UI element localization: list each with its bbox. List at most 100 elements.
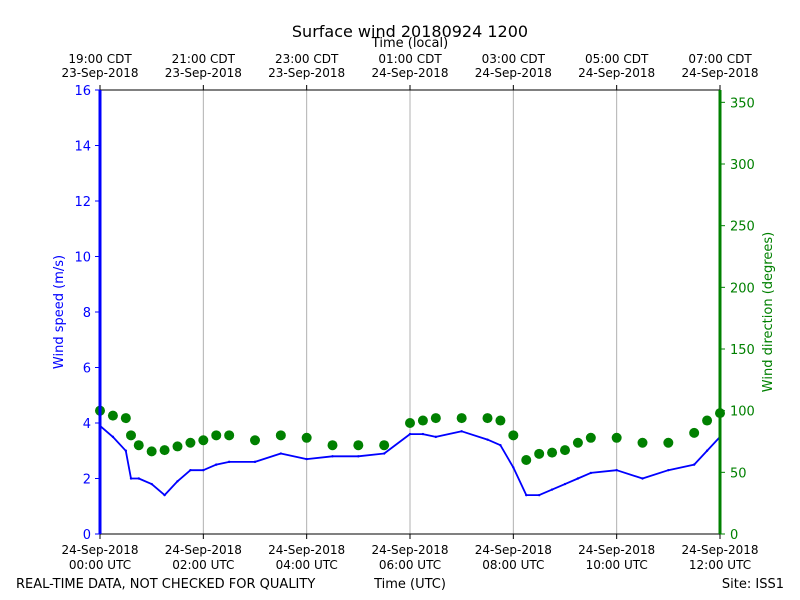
left-axis-label: Wind speed (m/s) (52, 255, 67, 369)
wind-speed-point (499, 444, 502, 447)
top-tick-date: 24-Sep-2018 (371, 66, 448, 80)
x-tick-time: 10:00 UTC (586, 558, 648, 572)
wind-direction-point (120, 413, 131, 424)
x-tick-time: 04:00 UTC (276, 558, 338, 572)
wind-direction-point (430, 413, 441, 424)
x-tick-time: 12:00 UTC (689, 558, 751, 572)
wind-direction-point (482, 413, 493, 424)
wind-direction-point (198, 435, 209, 446)
wind-direction-point (585, 432, 596, 443)
x-tick-time: 06:00 UTC (379, 558, 441, 572)
wind-speed-point (460, 430, 463, 433)
wind-speed-point (357, 455, 360, 458)
wind-speed-point (615, 468, 618, 472)
x-tick-time: 00:00 UTC (69, 558, 131, 572)
x-tick-date: 24-Sep-2018 (371, 543, 448, 557)
top-tick-date: 24-Sep-2018 (475, 66, 552, 80)
left-tick-label: 8 (83, 306, 91, 321)
chart-title: Surface wind 20180924 1200 (292, 22, 528, 41)
top-axis-label: Time (local) (371, 36, 448, 51)
wind-speed-point (705, 449, 709, 452)
wind-direction-point (275, 430, 286, 441)
bottom-axis-label: Time (UTC) (373, 577, 446, 592)
wind-speed-point (305, 457, 308, 461)
x-tick-date: 24-Sep-2018 (475, 543, 552, 557)
left-tick-label: 4 (83, 417, 91, 432)
x-tick-time: 08:00 UTC (482, 558, 544, 572)
wind-speed-point (692, 463, 696, 466)
wind-speed-point (667, 468, 670, 472)
top-tick-time: 21:00 CDT (172, 52, 236, 66)
wind-direction-point (663, 437, 674, 448)
wind-direction-point (301, 432, 312, 443)
wind-direction-point (547, 447, 558, 458)
wind-speed-point (537, 493, 541, 497)
wind-speed-point (408, 432, 412, 436)
wind-speed-point (215, 463, 218, 466)
top-tick-time: 07:00 CDT (688, 52, 752, 66)
top-tick-time: 19:00 CDT (68, 52, 132, 66)
wind-speed-point (576, 477, 580, 480)
right-tick-label: 350 (730, 96, 755, 111)
wind-speed-point (227, 460, 231, 464)
left-tick-label: 16 (74, 84, 91, 99)
left-tick-label: 10 (74, 251, 91, 266)
wind-speed-point (137, 477, 140, 480)
wind-direction-point (146, 446, 157, 457)
wind-speed-point (589, 471, 593, 475)
wind-speed-point (202, 468, 205, 472)
wind-direction-point (689, 427, 700, 438)
quality-note: REAL-TIME DATA, NOT CHECKED FOR QUALITY (16, 577, 315, 592)
top-tick-time: 05:00 CDT (585, 52, 649, 66)
left-tick-label: 0 (83, 528, 91, 543)
site-label: Site: ISS1 (722, 577, 784, 592)
wind-direction-point (405, 418, 415, 428)
x-tick-date: 24-Sep-2018 (268, 543, 345, 557)
wind-speed-point (253, 460, 257, 464)
wind-speed-point (563, 482, 567, 486)
x-tick-time: 02:00 UTC (172, 558, 234, 572)
right-tick-label: 300 (730, 158, 755, 173)
wind-speed-point (129, 477, 133, 480)
wind-speed-point (331, 455, 334, 458)
wind-direction-point (133, 440, 144, 451)
top-tick-time: 23:00 CDT (275, 52, 339, 66)
right-tick-label: 200 (730, 281, 755, 296)
top-tick-time: 01:00 CDT (378, 52, 442, 66)
wind-direction-point (637, 437, 648, 448)
wind-direction-point (172, 441, 183, 452)
wind-direction-point (495, 415, 506, 426)
wind-speed-point (279, 452, 283, 455)
wind-speed-point (382, 452, 386, 455)
wind-direction-point (185, 437, 196, 448)
left-tick-label: 2 (83, 473, 91, 488)
wind-direction-point (572, 437, 583, 448)
top-tick-time: 03:00 CDT (482, 52, 546, 66)
wind-speed-point (434, 435, 438, 439)
wind-direction-point (107, 410, 118, 421)
wind-speed-point (512, 466, 515, 469)
wind-direction-point (327, 440, 338, 451)
wind-speed-point (189, 468, 192, 472)
x-tick-date: 24-Sep-2018 (165, 543, 242, 557)
wind-speed-point (124, 449, 128, 452)
wind-direction-point (353, 440, 364, 451)
left-tick-label: 12 (74, 195, 91, 210)
wind-direction-point (534, 448, 545, 459)
right-tick-label: 100 (730, 405, 755, 420)
top-tick-date: 23-Sep-2018 (165, 66, 242, 80)
wind-direction-point (508, 430, 519, 441)
wind-direction-point (250, 435, 260, 446)
wind-direction-point (611, 432, 622, 443)
wind-speed-point (486, 438, 489, 441)
right-tick-label: 50 (730, 466, 747, 481)
right-tick-label: 0 (730, 528, 738, 543)
wind-direction-point (159, 445, 170, 456)
left-tick-label: 14 (74, 140, 91, 155)
x-tick-date: 24-Sep-2018 (61, 543, 138, 557)
top-tick-date: 23-Sep-2018 (268, 66, 345, 80)
wind-direction-point (211, 430, 222, 441)
wind-direction-point (126, 430, 136, 441)
